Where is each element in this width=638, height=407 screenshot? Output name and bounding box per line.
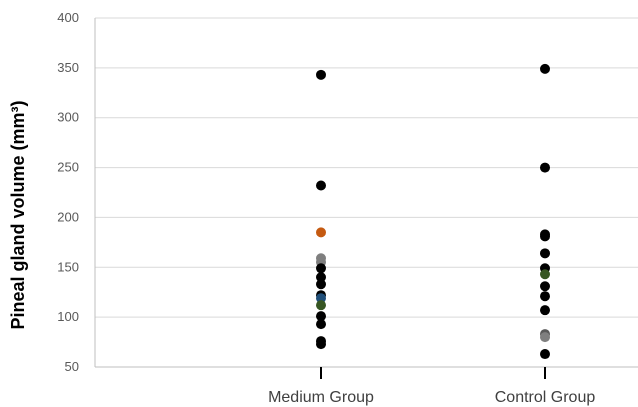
data-point (316, 319, 326, 330)
data-point (316, 227, 326, 238)
y-tick-label: 400 (57, 10, 79, 25)
y-axis-label: Pineal gland volume (mm³) (8, 100, 28, 329)
data-point (540, 332, 550, 343)
data-point (540, 349, 550, 360)
data-point (316, 263, 326, 274)
data-point (316, 339, 326, 350)
data-point (316, 293, 326, 304)
data-point (316, 311, 326, 322)
data-point (540, 162, 550, 173)
x-category-label: Medium Group (268, 389, 374, 406)
y-tick-label: 100 (57, 309, 79, 324)
axes (94, 18, 638, 379)
y-tick-label: 150 (57, 259, 79, 274)
data-point (540, 231, 550, 242)
data-point (540, 63, 550, 74)
data-point (316, 279, 326, 290)
data-point (540, 269, 550, 280)
data-point (540, 305, 550, 316)
y-tick-label: 200 (57, 209, 79, 224)
y-tick-labels: 50 100 150 200 250 300 350 400 (57, 10, 79, 374)
y-tick-label: 300 (57, 110, 79, 125)
data-point (316, 180, 326, 191)
data-points (316, 63, 550, 360)
y-tick-label: 50 (65, 359, 79, 374)
x-category-labels: Medium Group Control Group (268, 389, 595, 406)
y-tick-label: 250 (57, 160, 79, 175)
y-tick-label: 350 (57, 60, 79, 75)
gridlines (95, 17, 638, 318)
data-point (316, 272, 326, 283)
data-point (316, 300, 326, 311)
x-category-label: Control Group (495, 389, 596, 406)
data-point (540, 281, 550, 292)
data-point (316, 69, 326, 80)
data-point (540, 248, 550, 259)
data-point (540, 291, 550, 302)
